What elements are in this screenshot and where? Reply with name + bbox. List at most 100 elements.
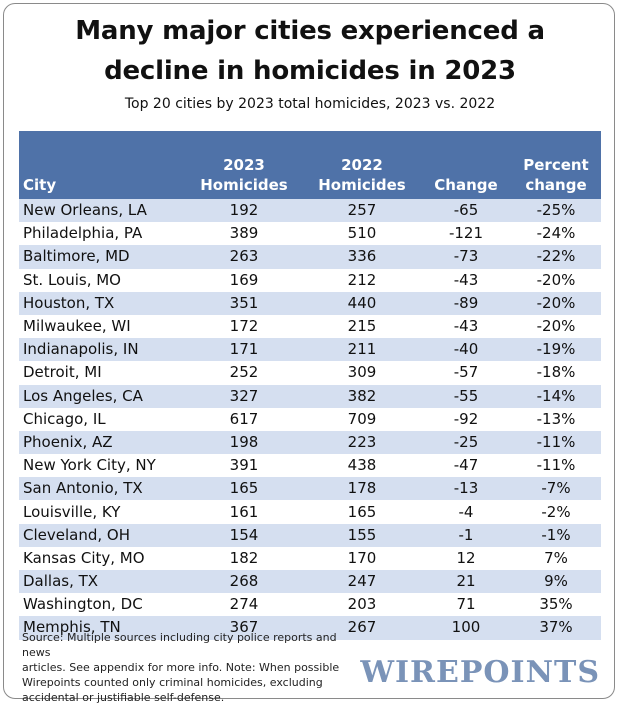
cell-change: 100 [451, 618, 481, 637]
source-line: Source: Multiple sources including city … [22, 631, 337, 659]
table-row: Cleveland, OH 154 155 -1 -1% [19, 523, 601, 547]
cell-2023-homicides: 367 [229, 618, 259, 637]
table-row: Philadelphia, PA 389 510 -121 -24% [19, 222, 601, 246]
cell-change: 71 [456, 595, 476, 614]
table-row: Louisville, KY 161 165 -4 -2% [19, 500, 601, 524]
cell-city: Philadelphia, PA [23, 224, 143, 243]
cell-change: -92 [453, 409, 479, 428]
cell-change: -57 [453, 363, 479, 382]
cell-2023-homicides: 617 [229, 409, 259, 428]
cell-2023-homicides: 351 [229, 293, 259, 312]
cell-change: -121 [448, 224, 484, 243]
cell-2023-homicides: 172 [229, 317, 259, 336]
cell-2023-homicides: 182 [229, 548, 259, 567]
cell-2023-homicides: 263 [229, 247, 259, 266]
table-header-row: City 2023 Homicides 2022 Homicides Chang… [19, 131, 601, 199]
cell-percent-change: -24% [536, 224, 576, 243]
cell-percent-change: -13% [536, 409, 576, 428]
table-row: Indianapolis, IN 171 211 -40 -19% [19, 338, 601, 362]
cell-2022-homicides: 215 [347, 317, 377, 336]
cell-2023-homicides: 161 [229, 502, 259, 521]
cell-2022-homicides: 155 [347, 525, 377, 544]
cell-change: -40 [453, 340, 479, 359]
cell-city: Milwaukee, WI [23, 317, 131, 336]
cell-change: -25 [453, 432, 479, 451]
cell-percent-change: -2% [541, 502, 571, 521]
cell-2023-homicides: 154 [229, 525, 259, 544]
cell-percent-change: -20% [536, 317, 576, 336]
chart-title-line-1: Many major cities experienced a [75, 16, 545, 46]
cell-percent-change: 35% [539, 595, 573, 614]
cell-2023-homicides: 198 [229, 432, 259, 451]
cell-percent-change: -25% [536, 201, 576, 220]
source-line: Wirepoints counted only criminal homicid… [22, 676, 323, 689]
cell-change: -4 [458, 502, 474, 521]
cell-city: Washington, DC [23, 595, 143, 614]
cell-change: -1 [458, 525, 474, 544]
table-row: New Orleans, LA 192 257 -65 -25% [19, 199, 601, 223]
cell-city: St. Louis, MO [23, 270, 121, 289]
table-row: Chicago, IL 617 709 -92 -13% [19, 407, 601, 431]
cell-city: Cleveland, OH [23, 525, 130, 544]
cell-2022-homicides: 336 [347, 247, 377, 266]
cell-change: -73 [453, 247, 479, 266]
cell-2022-homicides: 510 [347, 224, 377, 243]
cell-2022-homicides: 267 [347, 618, 377, 637]
wirepoints-logo: WIREPOINTS [360, 655, 600, 690]
header-2023-homicides: 2023 Homicides [185, 131, 303, 199]
cell-change: 12 [456, 548, 476, 567]
cell-city: Indianapolis, IN [23, 340, 139, 359]
header-2022-label: Homicides [318, 176, 406, 194]
cell-percent-change: 37% [539, 618, 573, 637]
chart-title-line-2: decline in homicides in 2023 [104, 56, 516, 86]
cell-city: Louisville, KY [23, 502, 121, 521]
cell-2023-homicides: 171 [229, 340, 259, 359]
table-row: Milwaukee, WI 172 215 -43 -20% [19, 314, 601, 339]
table-row: Detroit, MI 252 309 -57 -18% [19, 361, 601, 385]
cell-2023-homicides: 391 [229, 456, 259, 475]
cell-percent-change: -14% [536, 386, 576, 405]
cell-change: -13 [453, 479, 479, 498]
cell-2022-homicides: 709 [347, 409, 377, 428]
cell-city: Chicago, IL [23, 409, 106, 428]
header-change: Change [434, 176, 498, 194]
chart-subtitle: Top 20 cities by 2023 total homicides, 2… [124, 96, 496, 112]
cell-city: New York City, NY [23, 456, 156, 475]
cell-percent-change: -18% [536, 363, 576, 382]
homicide-table: City 2023 Homicides 2022 Homicides Chang… [19, 131, 601, 640]
cell-2023-homicides: 268 [229, 572, 259, 591]
cell-city: Baltimore, MD [23, 247, 130, 266]
cell-2022-homicides: 203 [347, 595, 377, 614]
cell-2023-homicides: 169 [229, 270, 259, 289]
cell-change: -43 [453, 270, 479, 289]
cell-city: Detroit, MI [23, 363, 102, 382]
table-row: Kansas City, MO 182 170 12 7% [19, 546, 601, 570]
cell-2023-homicides: 252 [229, 363, 259, 382]
cell-city: Memphis, TN [23, 618, 121, 637]
table-row: St. Louis, MO 169 212 -43 -20% [19, 268, 601, 292]
cell-percent-change: -7% [541, 479, 571, 498]
cell-2022-homicides: 382 [347, 386, 377, 405]
header-percent-label: Percent [523, 156, 589, 174]
cell-city: Los Angeles, CA [23, 386, 143, 405]
cell-city: Dallas, TX [23, 572, 99, 591]
table-row: Houston, TX 351 440 -89 -20% [19, 291, 601, 315]
table-row: Memphis, TN 367 267 100 37% [19, 616, 601, 640]
table-row: Dallas, TX 268 247 21 9% [19, 570, 601, 594]
source-line: accidental or justifiable self-defense. [22, 691, 225, 704]
header-2022-year: 2022 [341, 156, 383, 174]
cell-2022-homicides: 178 [347, 479, 377, 498]
cell-2022-homicides: 170 [347, 548, 377, 567]
cell-percent-change: 7% [544, 548, 568, 567]
cell-percent-change: 9% [544, 572, 568, 591]
cell-percent-change: -11% [536, 432, 576, 451]
cell-percent-change: -20% [536, 270, 576, 289]
cell-percent-change: -20% [536, 293, 576, 312]
cell-change: -55 [453, 386, 479, 405]
header-2023-label: Homicides [200, 176, 288, 194]
cell-percent-change: -22% [536, 247, 576, 266]
chart-card [3, 3, 615, 699]
cell-change: -43 [453, 317, 479, 336]
header-city: City [23, 176, 57, 194]
table-row: Phoenix, AZ 198 223 -25 -11% [19, 430, 601, 455]
